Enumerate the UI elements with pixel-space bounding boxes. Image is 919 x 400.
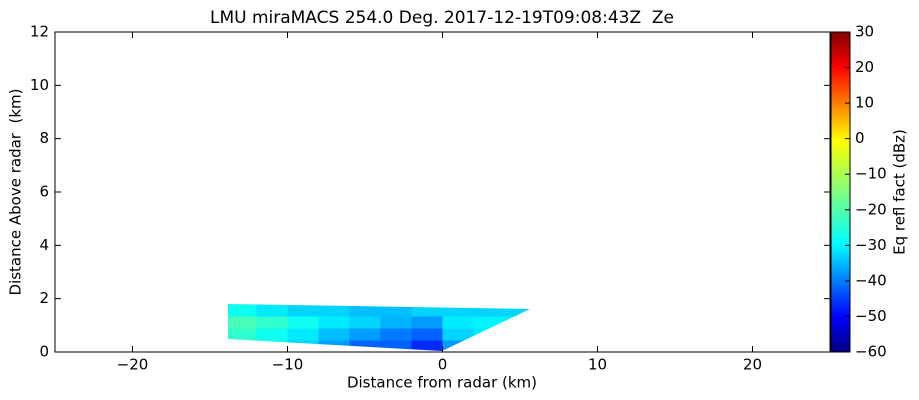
colorbar-tick-label: −30 <box>855 236 887 254</box>
heat-cell <box>287 304 319 317</box>
colorbar-tick-label: −40 <box>855 271 887 289</box>
heat-cell <box>228 304 257 317</box>
heat-cell <box>256 340 288 351</box>
x-axis-label: Distance from radar (km) <box>347 374 537 392</box>
heat-cell <box>287 316 319 329</box>
heat-cell <box>411 304 443 317</box>
y-tick-label: 2 <box>39 289 49 307</box>
y-tick-label: 8 <box>39 129 49 147</box>
heat-cell <box>411 340 443 351</box>
plot-frame <box>54 31 831 353</box>
radar-field <box>228 304 530 351</box>
heat-cell <box>442 340 474 351</box>
heat-cell <box>473 316 505 329</box>
x-tick-label: −20 <box>117 356 149 374</box>
colorbar-tick-label: 0 <box>855 129 865 147</box>
heat-cell <box>349 304 381 317</box>
heat-cell <box>256 328 288 341</box>
colorbar-label: Eq refl fact (dBz) <box>891 129 909 255</box>
heat-cell <box>228 316 257 329</box>
heat-cell <box>504 316 530 329</box>
colorbar-tick-label: 20 <box>855 58 874 76</box>
heat-cell <box>380 340 412 351</box>
x-tick-label: 20 <box>743 356 762 374</box>
heat-cell <box>318 304 350 317</box>
heat-cell <box>349 316 381 329</box>
heat-cell <box>504 340 530 351</box>
heat-cell <box>411 316 443 329</box>
y-tick-label: 0 <box>39 343 49 361</box>
heat-cell <box>442 316 474 329</box>
heat-cell <box>287 328 319 341</box>
y-tick-label: 4 <box>39 236 49 254</box>
heat-cell <box>349 328 381 341</box>
colorbar-tick-label: 10 <box>855 94 874 112</box>
colorbar-tick-label: −20 <box>855 200 887 218</box>
x-tick-label: −10 <box>272 356 304 374</box>
heat-cell <box>256 316 288 329</box>
x-tick-label: 10 <box>588 356 607 374</box>
heat-cell <box>318 316 350 329</box>
y-tick-label: 10 <box>30 76 49 94</box>
heat-cell <box>380 304 412 317</box>
x-tick-label: 0 <box>438 356 448 374</box>
heat-cell <box>380 316 412 329</box>
heat-cell <box>380 328 412 341</box>
heat-cell <box>318 340 350 351</box>
heat-cell <box>287 340 319 351</box>
colorbar-tick-label: −60 <box>855 343 887 361</box>
heat-cell <box>442 328 474 341</box>
colorbar-tick-label: −50 <box>855 307 887 325</box>
heat-cell <box>504 328 530 341</box>
heat-cell <box>228 340 257 351</box>
heat-cell <box>473 304 505 317</box>
heat-cell <box>504 304 530 317</box>
y-tick-label: 12 <box>30 23 49 41</box>
heat-cell <box>349 340 381 351</box>
colorbar <box>830 31 851 353</box>
heat-cell <box>318 328 350 341</box>
y-axis-label: Distance Above radar (km) <box>7 89 25 296</box>
heat-cell <box>473 328 505 341</box>
colorbar-tick-label: 30 <box>855 23 874 41</box>
heat-cell <box>228 328 257 341</box>
heat-cell <box>442 304 474 317</box>
heat-cell <box>473 340 505 351</box>
chart-title: LMU miraMACS 254.0 Deg. 2017-12-19T09:08… <box>210 8 674 28</box>
y-tick-label: 6 <box>39 183 49 201</box>
heat-cell <box>411 328 443 341</box>
heat-cell <box>256 304 288 317</box>
colorbar-tick-label: −10 <box>855 165 887 183</box>
